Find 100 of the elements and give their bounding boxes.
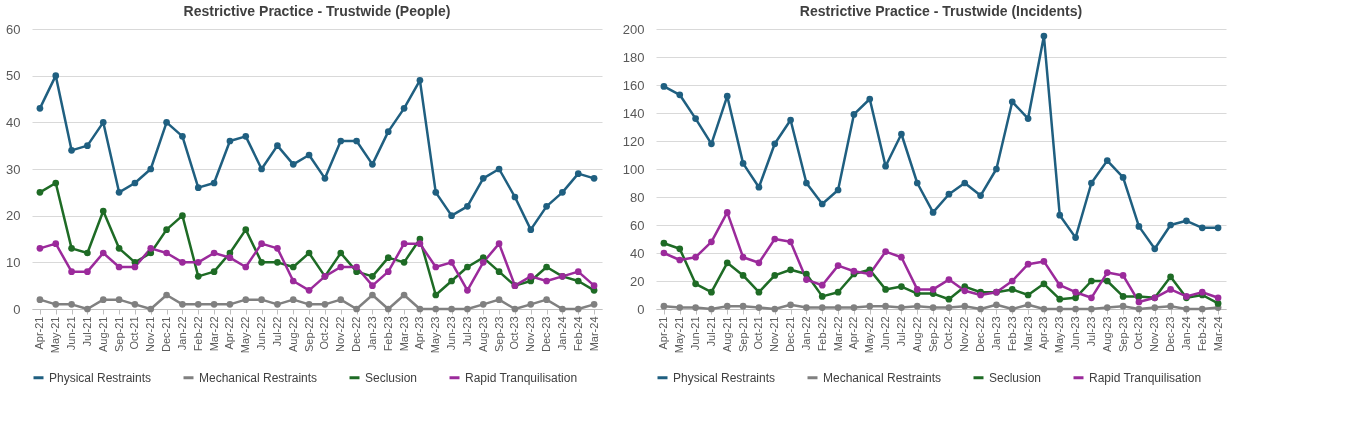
y-tick-label: 40: [6, 114, 21, 130]
point: [84, 249, 91, 257]
point: [289, 160, 297, 168]
x-tick-label: Sep-22: [302, 316, 315, 352]
x-tick-label: Sep-23: [1116, 316, 1129, 352]
point: [432, 263, 440, 271]
point: [1040, 280, 1048, 288]
point: [384, 128, 392, 136]
point: [527, 272, 535, 280]
point: [1151, 304, 1159, 311]
x-tick-label: Mar-22: [831, 316, 844, 352]
y-tick-label: 160: [622, 77, 645, 93]
point: [590, 282, 598, 290]
point: [1088, 294, 1095, 302]
point: [945, 304, 953, 311]
point: [1056, 281, 1064, 289]
point: [1008, 305, 1016, 313]
point: [913, 302, 921, 310]
point: [1167, 302, 1174, 310]
point: [708, 238, 715, 246]
point: [99, 207, 107, 215]
point: [692, 115, 699, 122]
x-tick-label: Oct-22: [318, 316, 331, 350]
point: [131, 179, 139, 187]
point: [787, 301, 794, 309]
point: [1024, 260, 1032, 268]
x-tick-label: Oct-21: [752, 316, 765, 350]
point: [337, 263, 345, 271]
point: [495, 268, 503, 276]
point: [432, 305, 440, 313]
point: [723, 259, 731, 267]
x-tick-label: May-23: [1053, 316, 1066, 354]
point: [464, 202, 471, 210]
point: [1198, 224, 1206, 232]
x-tick-label: May-22: [863, 316, 876, 354]
legend-label: Mechanical Restraints: [823, 370, 942, 385]
point: [353, 305, 360, 313]
x-tick-label: Mar-23: [1021, 316, 1034, 352]
x-tick-label: Feb-24: [571, 316, 584, 352]
point: [993, 165, 1000, 173]
x-tick-label: Sep-22: [926, 316, 939, 352]
point: [1198, 305, 1206, 313]
point: [52, 300, 60, 308]
legend-label: Rapid Tranquilisation: [465, 370, 578, 385]
x-tick-label: Aug-21: [720, 316, 733, 352]
x-tick-label: Dec-21: [784, 316, 797, 352]
x-tick-label: Jun-23: [445, 316, 458, 351]
point: [400, 104, 408, 112]
point: [945, 295, 953, 303]
x-tick-label: Mar-24: [587, 316, 600, 352]
point: [400, 291, 408, 299]
point: [660, 83, 668, 90]
x-tick-label: Jul-22: [270, 316, 283, 347]
point: [479, 174, 487, 182]
x-tick-label: Oct-23: [1132, 316, 1145, 350]
legend-label: Mechanical Restraints: [199, 370, 318, 385]
point: [723, 209, 731, 216]
point: [1024, 115, 1032, 122]
point: [559, 305, 566, 313]
point: [574, 268, 582, 276]
point: [692, 280, 699, 288]
point: [258, 165, 265, 173]
point: [289, 277, 297, 285]
point: [305, 300, 313, 308]
point: [590, 300, 598, 308]
x-tick-label: Nov-22: [958, 316, 971, 352]
point: [818, 281, 826, 289]
x-tick-label: Jan-23: [365, 316, 378, 351]
x-tick-label: Dec-23: [1164, 316, 1177, 352]
y-tick-label: 0: [13, 301, 21, 317]
point: [115, 296, 123, 304]
x-tick-label: Nov-21: [144, 316, 157, 352]
point: [384, 254, 392, 262]
x-tick-label: Sep-21: [736, 316, 749, 352]
point: [194, 300, 202, 308]
point: [400, 240, 408, 248]
x-tick-label: Apr-22: [223, 316, 236, 350]
x-tick-label: Jan-23: [989, 316, 1002, 351]
x-tick-label: Aug-23: [476, 316, 489, 352]
point: [479, 300, 487, 308]
point: [353, 137, 360, 145]
x-tick-label: Oct-21: [128, 316, 141, 350]
point: [834, 186, 842, 194]
x-tick-label: May-21: [673, 316, 686, 354]
point: [739, 302, 747, 310]
point: [1135, 305, 1143, 313]
x-tick-label: May-21: [49, 316, 62, 354]
point: [1008, 286, 1016, 293]
x-tick-label: Jun-23: [1069, 316, 1082, 351]
point: [1214, 224, 1222, 232]
point: [961, 287, 969, 295]
legend-label: Seclusion: [989, 370, 1042, 385]
x-tick-label: Jan-24: [555, 316, 568, 351]
point: [289, 263, 297, 271]
point: [369, 291, 376, 299]
y-tick-label: 140: [622, 105, 645, 121]
point: [131, 263, 139, 271]
point: [1040, 305, 1048, 313]
point: [1135, 223, 1143, 230]
x-tick-label: Apr-21: [33, 316, 46, 350]
